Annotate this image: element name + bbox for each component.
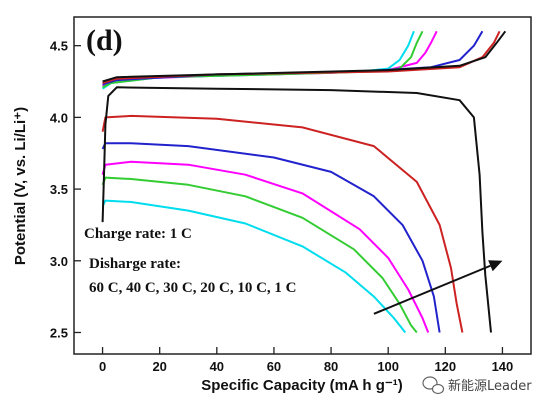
y-tick-label: 4.5 [50,39,68,54]
plot-frame [73,16,532,355]
y-tick-label: 3.5 [50,182,68,197]
wechat-icon [422,376,445,395]
y-tick-label: 3.0 [50,254,68,269]
y-tick-label: 4.0 [50,110,68,125]
x-tick-label: 80 [324,359,338,374]
discharge-curve-0 [101,160,430,333]
watermark: 新能源Leader [422,376,532,395]
x-tick-label: 0 [99,359,106,374]
x-tick-label: 40 [210,359,224,374]
discharge-curve-3 [101,142,441,333]
y-axis-title: Potential (V, vs. Li/Li⁺) [12,107,29,265]
discharge-curve-5 [101,86,492,333]
trend-arrow [373,264,491,315]
charge-rate-label: Charge rate: 1 C [84,226,192,242]
discharge-rate-label: Disharge rate: [89,256,181,272]
watermark-text: 新能源Leader [448,378,532,394]
y-tick-label: 2.5 [50,325,68,340]
trend-arrow-head [488,260,503,272]
x-axis-title: Specific Capacity (mA h g⁻¹) [201,377,403,394]
discharge-curve-4 [101,114,464,333]
x-tick-label: 60 [267,359,281,374]
x-tick-label: 100 [377,359,399,374]
x-tick-label: 140 [492,359,514,374]
x-tick-label: 120 [434,359,456,374]
panel-label: (d) [86,24,123,57]
rates-label: 60 C, 40 C, 30 C, 20 C, 10 C, 1 C [89,280,297,296]
discharge-curve-2 [101,176,418,334]
charge-curve-4 [102,30,501,84]
discharge-curve-1 [101,199,407,334]
charge-curve-1 [102,30,415,90]
x-tick-label: 20 [152,359,166,374]
charge-curve-5 [102,30,507,83]
